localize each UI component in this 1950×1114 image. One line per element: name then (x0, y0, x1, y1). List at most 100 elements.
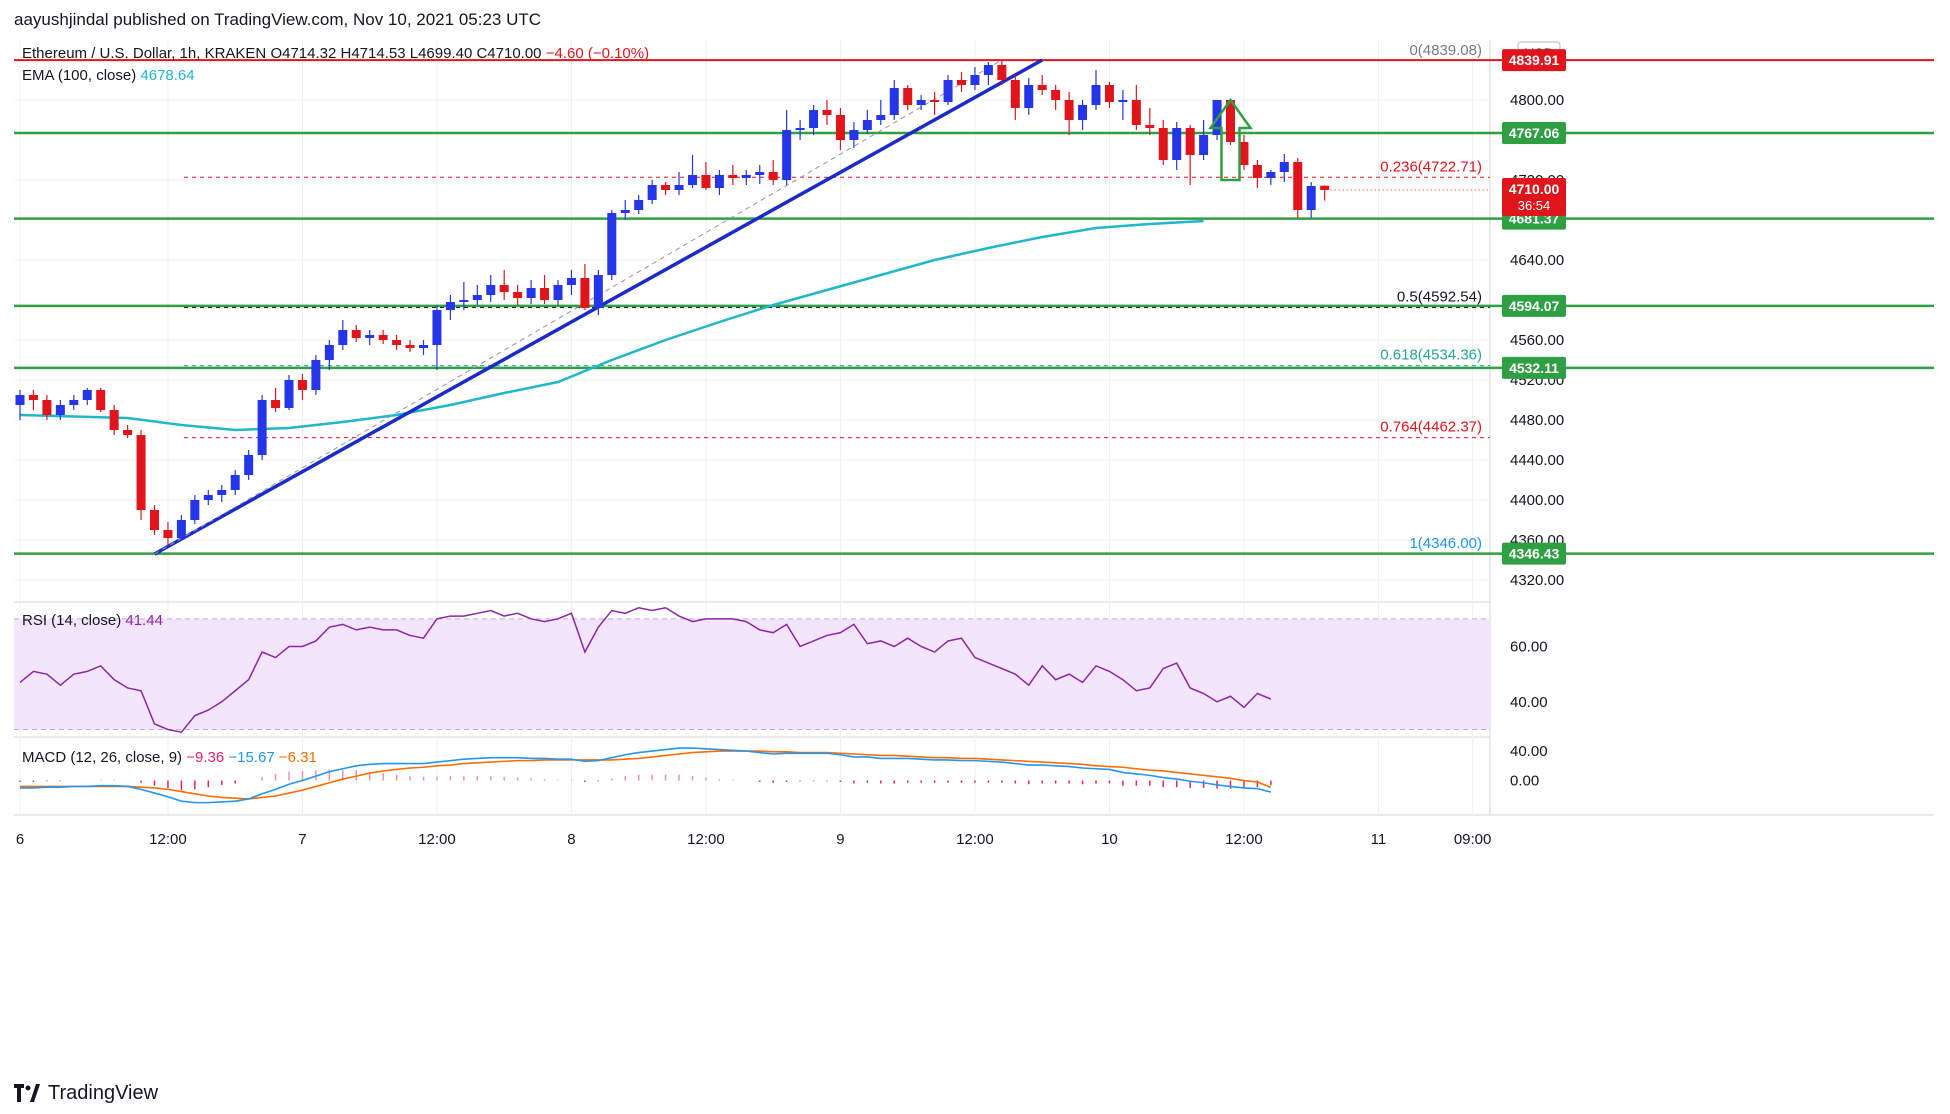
symbol-legend: Ethereum / U.S. Dollar, 1h, KRAKEN O4714… (22, 45, 649, 62)
macd-signal-value: −6.31 (279, 749, 317, 766)
x-tick-label: 09:00 (1454, 831, 1492, 848)
macd-hist-value: −9.36 (186, 749, 228, 766)
x-tick-label: 12:00 (687, 831, 725, 848)
x-tick-label: 12:00 (1225, 831, 1263, 848)
chart-frame[interactable]: 0(4839.08) 0.236(4722.71) 0.5(4592.54) 0.61… (14, 40, 1934, 1070)
price-tag-level-bg (1502, 542, 1566, 565)
candle-body (849, 130, 859, 140)
candle-body (203, 495, 213, 500)
rsi-legend-label: RSI (14, close) (22, 612, 125, 629)
price-tag-level: 4767.06 (1509, 125, 1560, 141)
y-tick-label: 4640.00 (1510, 252, 1564, 269)
y-tick-label: 4480.00 (1510, 412, 1564, 429)
candle-body (566, 278, 576, 285)
candle-body (190, 500, 200, 520)
fib-level-label: 0.5(4592.54) (1397, 288, 1482, 305)
candle-body (1239, 142, 1249, 165)
rsi-line (19, 606, 1272, 734)
candle-body (244, 455, 254, 475)
rsi-y-tick-label: 60.00 (1510, 638, 1548, 655)
ema-legend-value: 4678.64 (140, 67, 194, 84)
candle-body (593, 275, 603, 308)
tradingview-brand: TradingView (48, 1081, 159, 1104)
candle-body (445, 302, 455, 310)
candle-body (540, 288, 550, 300)
candle-body (916, 100, 926, 105)
candle-body (1024, 85, 1034, 108)
candle-body (728, 175, 738, 178)
candle-body (1078, 105, 1088, 120)
candle-body (822, 110, 832, 115)
candle-body (96, 390, 106, 410)
candle-body (486, 285, 496, 295)
y-tick-label: 4320.00 (1510, 572, 1564, 589)
ema-legend: EMA (100, close) 4678.64 (22, 67, 195, 84)
candle-body (1051, 90, 1061, 100)
price-tag-level-bg (1502, 294, 1566, 317)
candle-body (661, 185, 671, 190)
main-pane: 0(4839.08) 0.236(4722.71) 0.5(4592.54) 0.61… (14, 42, 1934, 556)
candle-body (1064, 100, 1074, 120)
price-tag-level-bg (1502, 356, 1566, 379)
axes: 6 12:00 7 12:00 8 12:00 9 12:00 10 12:00 11 09:00 43… (16, 41, 1566, 848)
candle-body (1279, 162, 1289, 172)
candle-body (392, 340, 402, 345)
ohlc-low: L4699.40 (410, 45, 477, 62)
candle-body (1131, 100, 1141, 125)
fib-level-label: 0(4839.08) (1409, 42, 1482, 59)
symbol-name: Ethereum / U.S. Dollar, 1h, KRAKEN (22, 45, 270, 62)
candle-body (324, 345, 334, 360)
x-tick-label: 10 (1101, 831, 1118, 848)
candle-body (15, 395, 25, 405)
candle-body (876, 115, 886, 120)
candle-body (69, 400, 79, 405)
candle-body (647, 185, 657, 200)
ema-legend-label: EMA (100, close) (22, 67, 140, 84)
candle-body (983, 65, 993, 75)
macd-value: −15.67 (228, 749, 278, 766)
candle-body (1293, 162, 1303, 210)
candle-body (943, 80, 953, 102)
y-tick-label: 4440.00 (1510, 452, 1564, 469)
rsi-band (14, 618, 1490, 730)
x-tick-label: 7 (298, 831, 306, 848)
candle-body (862, 120, 872, 130)
candle-body (459, 300, 469, 302)
candle-body (795, 128, 805, 130)
price-chart-svg[interactable]: 0(4839.08) 0.236(4722.71) 0.5(4592.54) 0.61… (14, 40, 1934, 1070)
candle-body (1037, 85, 1047, 90)
x-tick-label: 8 (567, 831, 575, 848)
candle-body (741, 175, 751, 178)
tradingview-logo-icon (14, 1084, 40, 1102)
y-tick-label: 4800.00 (1510, 92, 1564, 109)
candle-body (997, 65, 1007, 80)
macd-y-tick-label: 40.00 (1510, 743, 1548, 760)
candle-body (419, 345, 428, 348)
candle-body (1010, 80, 1020, 108)
publish-header-text: aayushjindal published on TradingView.co… (14, 10, 542, 29)
rsi-y-tick-label: 40.00 (1510, 694, 1548, 711)
candle-body (835, 115, 845, 140)
candle-body (553, 285, 563, 300)
price-tag-level: 4346.43 (1509, 546, 1560, 562)
y-tick-label: 4400.00 (1510, 492, 1564, 509)
candle-body (620, 210, 630, 213)
publish-header: aayushjindal published on TradingView.co… (14, 10, 541, 36)
candle-body (607, 213, 617, 275)
footer: TradingView (14, 1078, 158, 1108)
fib-level-label: 0.764(4462.37) (1380, 419, 1482, 436)
fib-level-label: 1(4346.00) (1409, 535, 1482, 552)
macd-line (20, 747, 1272, 804)
candle-body (1185, 128, 1195, 155)
candle-body (1145, 125, 1155, 128)
legends: Ethereum / U.S. Dollar, 1h, KRAKEN O4714… (22, 45, 649, 766)
candle-body (365, 335, 375, 338)
candle-body (1199, 135, 1209, 155)
candle-body (782, 130, 792, 180)
candle-body (957, 80, 966, 85)
candle-body (688, 175, 697, 185)
candle-body (1091, 85, 1101, 105)
x-tick-label: 11 (1371, 831, 1387, 848)
candle-body (674, 185, 684, 190)
candle-body (1226, 100, 1235, 142)
